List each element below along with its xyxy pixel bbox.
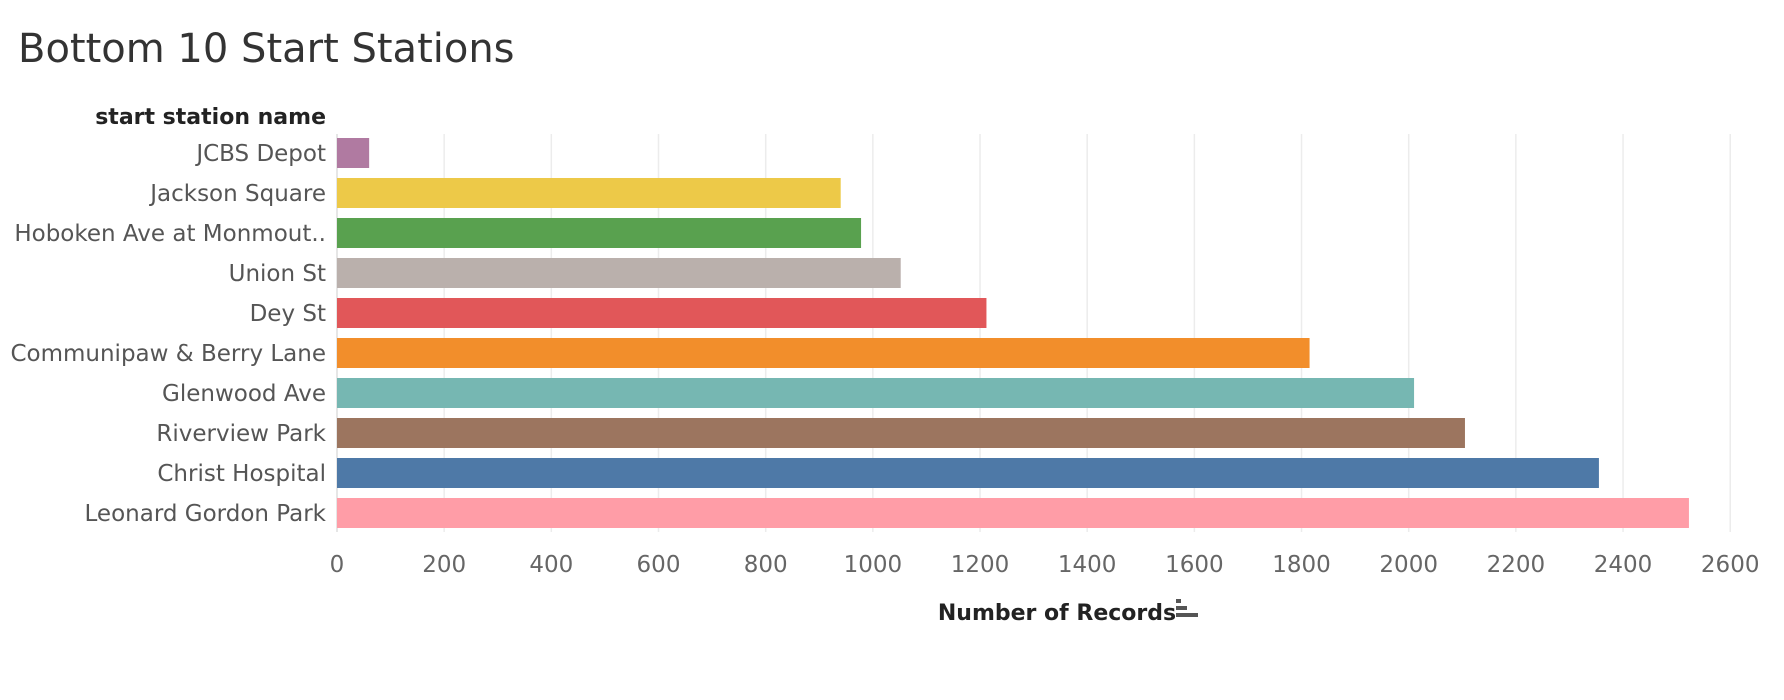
bar[interactable] [337, 378, 1415, 408]
category-labels: JCBS Depot Jackson Square Hoboken Ave at M… [10, 141, 326, 527]
category-axis-header: start station name [95, 105, 326, 130]
x-tick-label: 2200 [1487, 552, 1546, 578]
x-tick-label: 200 [422, 552, 466, 578]
category-label: Union St [229, 261, 326, 287]
bar[interactable] [337, 338, 1310, 368]
x-tick-label: 1800 [1272, 552, 1331, 578]
x-tick-label: 1600 [1165, 552, 1224, 578]
category-label: JCBS Depot [194, 141, 326, 167]
category-label: Leonard Gordon Park [85, 501, 327, 527]
x-tick-label: 600 [637, 552, 681, 578]
x-tick-label: 800 [744, 552, 788, 578]
x-tick-label: 400 [529, 552, 573, 578]
bar[interactable] [337, 178, 841, 208]
category-label: Communipaw & Berry Lane [10, 341, 326, 367]
x-tick-label: 2000 [1379, 552, 1438, 578]
category-label: Riverview Park [156, 421, 326, 447]
category-label: Hoboken Ave at Monmout.. [14, 221, 326, 247]
x-tick-label: 2400 [1594, 552, 1653, 578]
category-label: Glenwood Ave [162, 381, 326, 407]
x-tick-label: 0 [330, 552, 345, 578]
bar[interactable] [337, 498, 1689, 528]
bar[interactable] [337, 418, 1465, 448]
x-tick-label: 1000 [844, 552, 903, 578]
chart-title: Bottom 10 Start Stations [18, 26, 515, 72]
sort-descending-icon[interactable] [1176, 599, 1198, 617]
bar[interactable] [337, 458, 1599, 488]
category-label: Jackson Square [148, 181, 326, 207]
bar[interactable] [337, 138, 370, 168]
bar[interactable] [337, 298, 987, 328]
bar[interactable] [337, 218, 862, 248]
x-axis-ticks: 0 200 400 600 800 1000 1200 1400 1600 1800 2000 220… [330, 552, 1760, 578]
x-axis-title: Number of Records [938, 601, 1176, 626]
category-label: Dey St [250, 301, 326, 327]
category-label: Christ Hospital [157, 461, 326, 487]
x-tick-label: 2600 [1701, 552, 1760, 578]
bar[interactable] [337, 258, 901, 288]
bars [337, 138, 1689, 528]
x-tick-label: 1400 [1058, 552, 1117, 578]
x-tick-label: 1200 [951, 552, 1010, 578]
